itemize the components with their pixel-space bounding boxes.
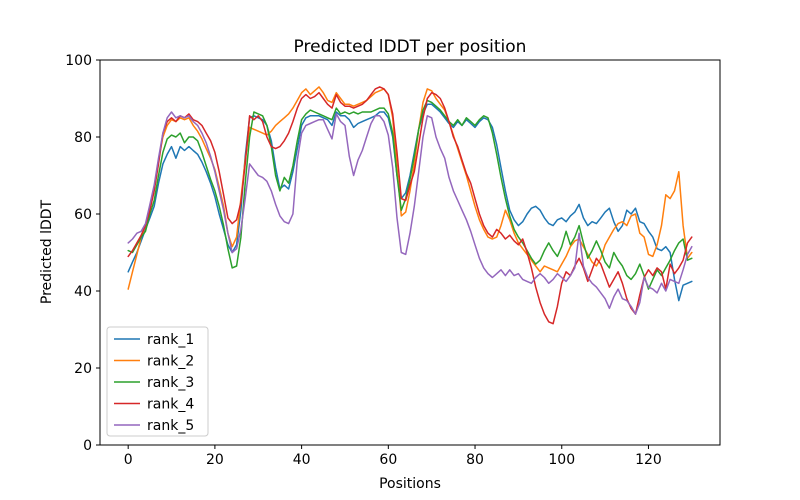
series-line-rank_3 bbox=[127, 99, 693, 290]
x-axis-label: Positions bbox=[379, 476, 441, 492]
legend: rank_1 rank_2 rank_3 rank_4 rank_5 bbox=[106, 326, 209, 437]
x-tick-label: 20 bbox=[206, 452, 224, 468]
legend-label-rank_4: rank_4 bbox=[147, 397, 194, 413]
y-tick-label: 40 bbox=[74, 284, 92, 300]
legend-label-rank_5: rank_5 bbox=[147, 418, 194, 434]
series-line-rank_2 bbox=[127, 86, 693, 290]
y-tick-label: 0 bbox=[83, 438, 92, 454]
y-axis-label: Predicted lDDT bbox=[39, 199, 55, 305]
y-tick-label: 60 bbox=[74, 207, 92, 223]
x-tick-label: 80 bbox=[466, 452, 484, 468]
y-tick-label: 20 bbox=[74, 361, 92, 377]
legend-label-rank_1: rank_1 bbox=[147, 332, 194, 348]
axes-frame bbox=[99, 59, 721, 446]
x-tick-label: 40 bbox=[293, 452, 311, 468]
y-tick-label: 80 bbox=[74, 130, 92, 146]
series-line-rank_5 bbox=[127, 111, 693, 315]
chart-title: Predicted lDDT per position bbox=[293, 37, 527, 57]
series-line-rank_1 bbox=[127, 103, 693, 302]
legend-label-rank_2: rank_2 bbox=[147, 354, 194, 370]
x-tick-label: 60 bbox=[379, 452, 397, 468]
legend-label-rank_3: rank_3 bbox=[147, 375, 194, 391]
legend-frame bbox=[106, 326, 209, 437]
x-tick-label: 120 bbox=[635, 452, 662, 468]
series-line-rank_4 bbox=[127, 86, 693, 325]
x-tick-label: 100 bbox=[548, 452, 575, 468]
x-tick-label: 0 bbox=[124, 452, 133, 468]
y-tick-label: 100 bbox=[65, 53, 92, 69]
